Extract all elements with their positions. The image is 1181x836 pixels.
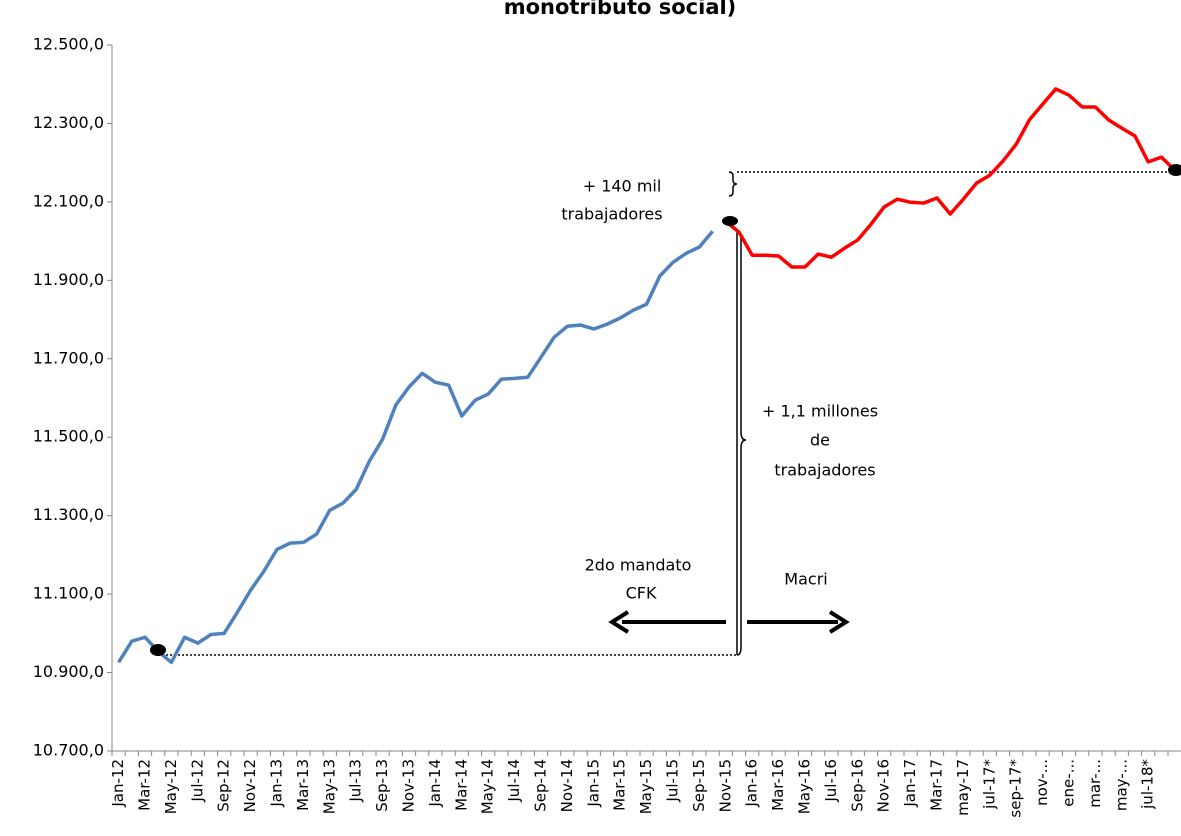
x-tick-label: May-15 [637,759,655,814]
x-tick-label: Jul-15 [664,759,682,803]
x-tick-label: Mar-15 [611,759,629,811]
x-tick-label: May-16 [796,759,814,814]
dot [150,644,166,656]
x-tick-label: May-13 [320,759,338,814]
x-tick-label: jul-17* [980,759,998,810]
x-tick-label: Jan-13 [268,759,286,808]
arrow-head [828,610,850,634]
y-tick-label: 12.300,0 [33,113,104,132]
x-tick-label: Jan-12 [109,759,127,808]
y-tick-label: 10.700,0 [33,741,104,760]
x-tick-label: jul-18* [1139,759,1157,810]
annotation: Macri [784,570,827,589]
x-tick-label: Sep-16 [848,759,866,812]
y-tick-label: 11.700,0 [33,348,104,367]
x-tick-label: Jan-14 [426,759,444,808]
brace [736,231,747,656]
annotation: CFK [626,584,657,603]
x-tick-label: mar-... [1086,759,1104,808]
x-tick-label: Nov-14 [558,759,576,812]
series-line [724,87,1176,269]
y-tick-label: 11.900,0 [33,270,104,289]
x-tick-label: may-17 [954,759,972,816]
x-tick-label: May-12 [162,759,180,814]
brace [728,171,738,197]
x-tick-label: Nov-13 [400,759,418,812]
annotation: + 140 mil [583,177,662,196]
annotation: 2do mandato [585,556,692,575]
x-tick-label: Nov-16 [875,759,893,812]
x-tick-label: Nov-12 [241,759,259,812]
x-tick-label: Jan-17 [901,759,919,808]
x-tick-label: ene-... [1060,759,1078,807]
x-tick-label: Sep-12 [215,759,233,812]
y-tick-label: 11.500,0 [33,427,104,446]
annotation-shapes [158,171,1181,656]
x-tick-label: Jul-14 [505,759,523,803]
x-tick-label: Mar-13 [294,759,312,811]
x-tick-label: may-... [1112,759,1130,811]
y-tick-label: 12.100,0 [33,191,104,210]
annotation: + 1,1 millones [762,402,878,421]
dot [1168,164,1181,176]
x-tick-label: Mar-17 [928,759,946,811]
chart-title: monotributo social) [504,0,737,19]
x-tick-label: Mar-14 [452,759,470,811]
annotation: de [810,431,830,450]
x-tick-label: May-14 [479,759,497,814]
x-tick-label: Jul-13 [347,759,365,803]
dots [150,164,1181,656]
y-tick-label: 11.100,0 [33,584,104,603]
x-tick-label: Mar-16 [769,759,787,811]
x-tick-label: Sep-13 [373,759,391,812]
x-tick-label: Nov-15 [716,759,734,812]
x-tick-label: Mar-12 [136,759,154,811]
dot [722,216,738,226]
x-tick-label: Jul-12 [188,759,206,803]
y-tick-label: 11.300,0 [33,505,104,524]
x-tick-label: Jul-16 [822,759,840,803]
x-tick-label: nov-... [1033,759,1051,806]
x-tick-label: sep-17* [1007,759,1025,818]
x-tick-label: Sep-14 [532,759,550,812]
x-tick-label: Jan-16 [743,759,761,808]
annotation: trabajadores [774,461,875,480]
x-tick-label: Jan-15 [584,759,602,808]
y-tick-label: 12.500,0 [33,35,104,54]
y-tick-label: 10.900,0 [33,662,104,681]
arrow-head [608,610,630,634]
x-tick-label: Sep-15 [690,759,708,812]
series-line [117,230,714,665]
plot: 10.700,0 10.900,0 11.100,0 11.300,0 11.500,0… [33,35,1181,818]
annotation: trabajadores [561,205,662,224]
